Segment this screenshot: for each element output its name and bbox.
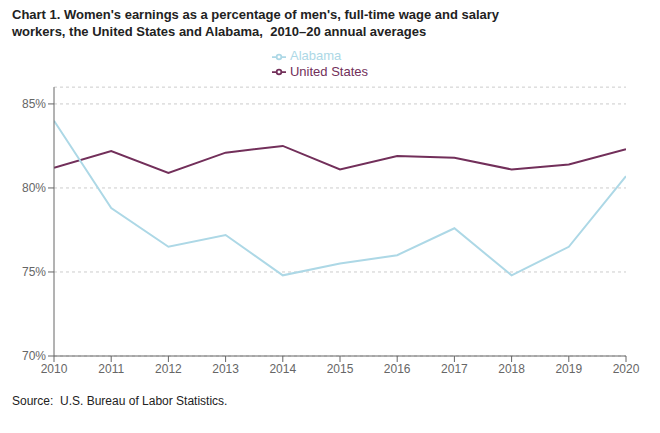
svg-text:2020: 2020 bbox=[613, 362, 640, 376]
svg-text:2016: 2016 bbox=[384, 362, 411, 376]
svg-text:2018: 2018 bbox=[498, 362, 525, 376]
svg-text:2012: 2012 bbox=[155, 362, 182, 376]
svg-text:2010: 2010 bbox=[41, 362, 68, 376]
svg-text:2011: 2011 bbox=[98, 362, 124, 376]
html-text:United States: United States bbox=[290, 63, 368, 79]
svg-text:75%: 75% bbox=[22, 265, 46, 279]
svg-text:80%: 80% bbox=[22, 181, 46, 195]
svg-text:2019: 2019 bbox=[555, 362, 582, 376]
svg-text:2015: 2015 bbox=[327, 362, 354, 376]
svg-text:2017: 2017 bbox=[441, 362, 468, 376]
svg-text:2013: 2013 bbox=[212, 362, 239, 376]
html-text:Source: U.S. Bureau of Labor S: Source: U.S. Bureau of Labor Statistics. bbox=[12, 394, 228, 408]
svg-text:2014: 2014 bbox=[269, 362, 296, 376]
html-text:Chart 1. Women's earnings as a: Chart 1. Women's earnings as a percentag… bbox=[12, 7, 500, 39]
svg-text:85%: 85% bbox=[22, 97, 46, 111]
html-text:Alabama: Alabama bbox=[290, 48, 342, 63]
svg-text:70%: 70% bbox=[22, 349, 46, 363]
